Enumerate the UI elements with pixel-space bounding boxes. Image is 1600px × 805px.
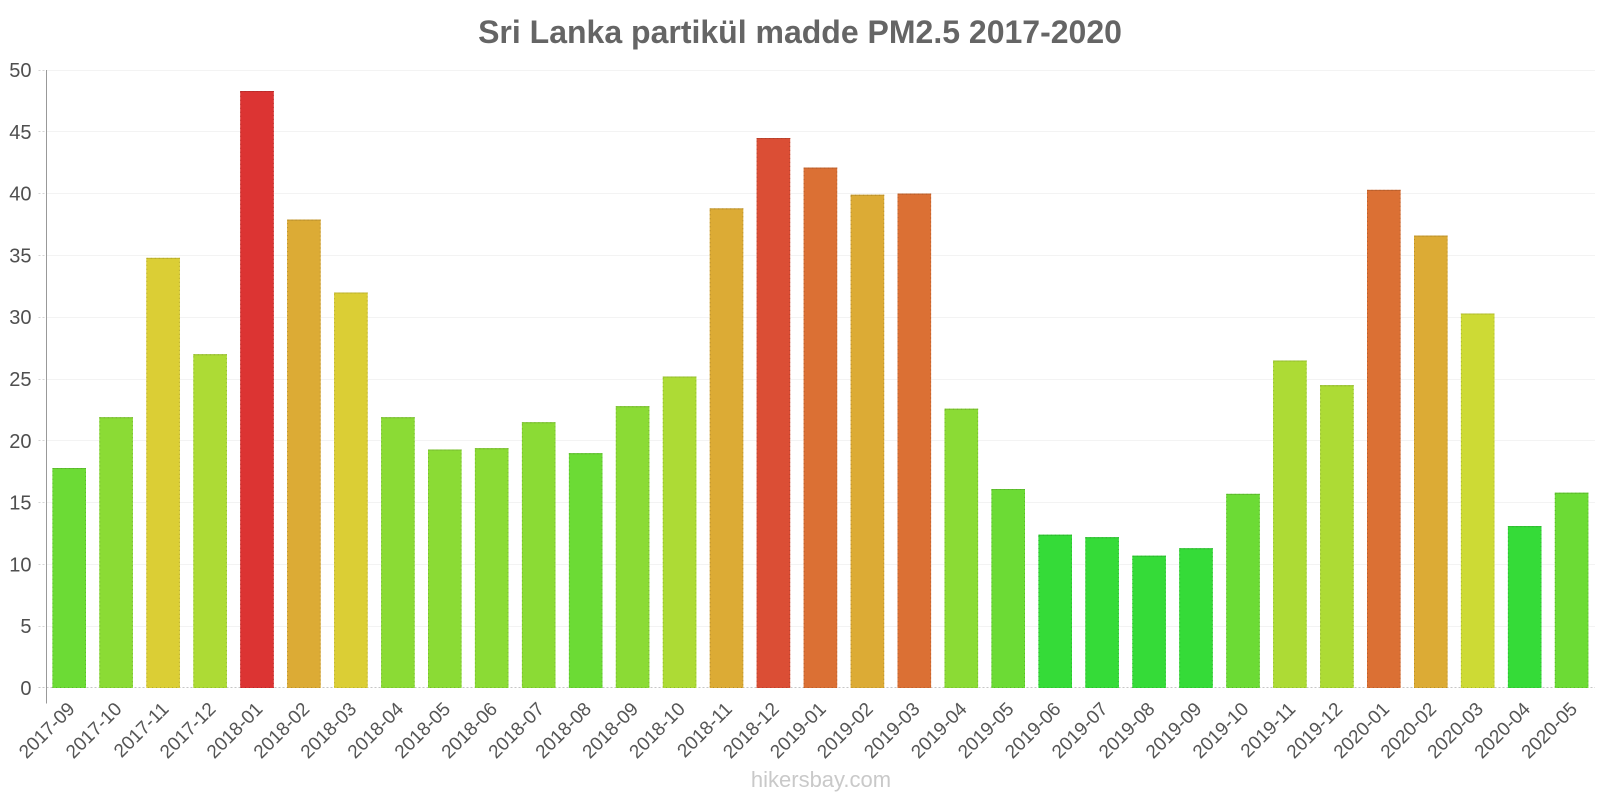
svg-text:40: 40 <box>9 184 31 206</box>
svg-text:30: 30 <box>9 307 31 329</box>
svg-text:0: 0 <box>20 678 31 700</box>
svg-text:10: 10 <box>9 554 31 576</box>
svg-text:15: 15 <box>9 493 31 515</box>
svg-text:Sri Lanka partikül madde PM2.5: Sri Lanka partikül madde PM2.5 2017-2020 <box>478 14 1122 50</box>
svg-text:35: 35 <box>9 245 31 267</box>
svg-text:hikersbay.com: hikersbay.com <box>751 767 891 792</box>
svg-text:45: 45 <box>9 122 31 144</box>
svg-text:20: 20 <box>9 431 31 453</box>
svg-text:5: 5 <box>20 616 31 638</box>
svg-text:25: 25 <box>9 369 31 391</box>
svg-text:50: 50 <box>9 60 31 82</box>
